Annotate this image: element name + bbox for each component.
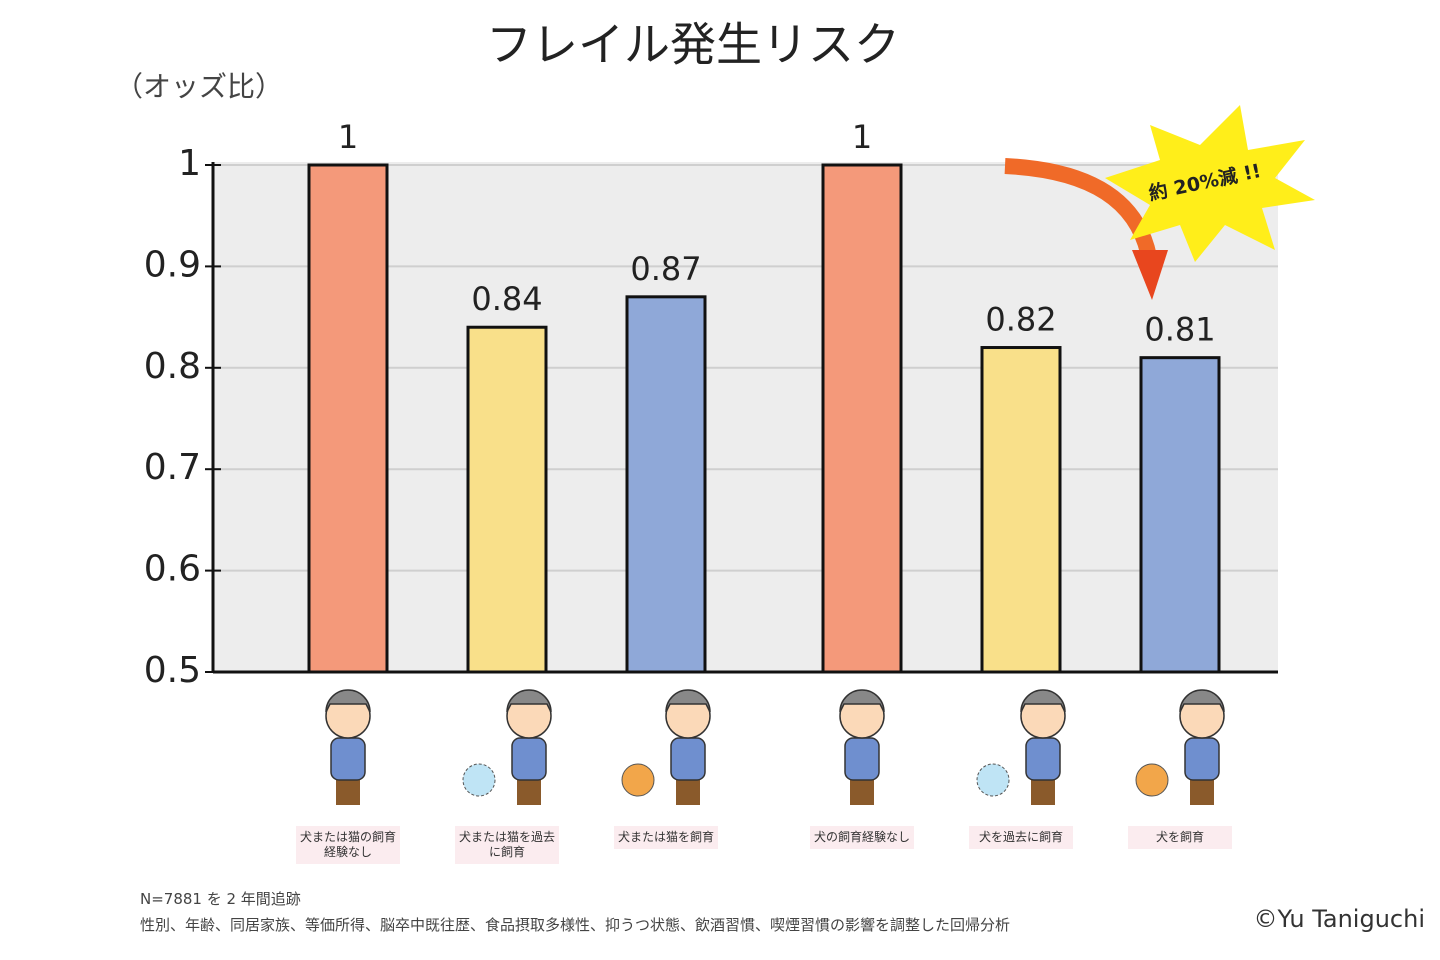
value-label: 0.84 xyxy=(471,280,542,318)
x-tick-label: 犬を過去に飼育 xyxy=(969,826,1073,849)
bar xyxy=(821,163,903,674)
person-icon xyxy=(1020,689,1066,805)
x-tick-label: 犬を飼育 xyxy=(1128,826,1232,849)
credit: ©Yu Taniguchi xyxy=(1253,905,1425,933)
y-tick-label: 1 xyxy=(178,143,201,184)
value-label: 1 xyxy=(338,118,358,156)
note: N=7881 を 2 年間追跡 xyxy=(140,890,301,908)
pet-icon xyxy=(621,763,655,797)
person-icon xyxy=(1179,689,1225,805)
person-icon xyxy=(665,689,711,805)
bars xyxy=(307,163,1221,674)
icon-body xyxy=(511,737,547,781)
icon-body xyxy=(670,737,706,781)
bar xyxy=(625,295,707,674)
icon-hair xyxy=(325,689,371,713)
pet-icon xyxy=(1135,763,1169,797)
bar xyxy=(980,346,1062,674)
starburst xyxy=(1105,105,1315,262)
icon-hair xyxy=(506,689,552,713)
icon-body xyxy=(1184,737,1220,781)
arrow-head xyxy=(1132,250,1168,300)
bar xyxy=(307,163,389,674)
bar xyxy=(466,325,548,674)
y-tick-label: 0.7 xyxy=(144,447,201,488)
value-label: 0.87 xyxy=(630,250,701,288)
icon-hair xyxy=(839,689,885,713)
y-tick-label: 0.6 xyxy=(144,549,201,590)
x-tick-label: 犬または猫を飼育 xyxy=(614,826,718,849)
y-tick-label: 0.9 xyxy=(144,244,201,285)
x-tick-label: 犬または猫の飼育経験なし xyxy=(296,826,400,864)
bar xyxy=(1139,356,1221,674)
person-icon xyxy=(839,689,885,805)
y-tick-label: 0.5 xyxy=(144,650,201,691)
icon-body xyxy=(330,737,366,781)
value-label: 0.82 xyxy=(985,301,1056,339)
icon-body xyxy=(844,737,880,781)
person-icon xyxy=(506,689,552,805)
y-axis-label: （オッズ比） xyxy=(115,70,283,103)
x-tick-label: 犬または猫を過去に飼育 xyxy=(455,826,559,864)
pet-icon xyxy=(976,763,1010,797)
y-tick-label: 0.8 xyxy=(144,346,201,387)
icon-hair xyxy=(665,689,711,713)
pet-icon xyxy=(462,763,496,797)
x-tick-label: 犬の飼育経験なし xyxy=(810,826,914,849)
value-label: 1 xyxy=(852,118,872,156)
person-icon xyxy=(325,689,371,805)
icon-body xyxy=(1025,737,1061,781)
chart-title: フレイル発生リスク xyxy=(486,18,900,72)
note: 性別、年齢、同居家族、等価所得、脳卒中既往歴、食品摂取多様性、抑うつ状態、飲酒習… xyxy=(140,916,1011,934)
icon-hair xyxy=(1020,689,1066,713)
arrow xyxy=(1004,158,1158,264)
plot-background xyxy=(213,162,1278,672)
icon-hair xyxy=(1179,689,1225,713)
value-label: 0.81 xyxy=(1144,311,1215,349)
